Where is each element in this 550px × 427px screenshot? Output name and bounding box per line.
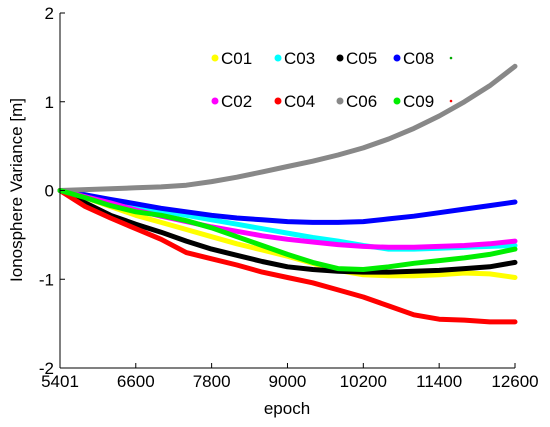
legend-entry-c03: C03	[274, 49, 315, 68]
legend-label: C09	[403, 92, 434, 111]
x-tick-label: 10200	[340, 372, 387, 391]
legend-entry-c01: C01	[211, 49, 252, 68]
legend-label: C05	[346, 49, 377, 68]
series-line-c08	[57, 188, 518, 225]
legend-marker	[274, 54, 282, 62]
y-tick-label: 2	[45, 4, 54, 23]
x-tick-label: 7800	[193, 372, 231, 391]
legend-marker	[211, 97, 219, 105]
legend-label: C03	[284, 49, 315, 68]
x-tick-label: 11400	[416, 372, 462, 391]
y-tick-label: -1	[39, 270, 54, 289]
ticks-layer: -2 -1 0 1 2 5401 6600 7800 9000 10200 11400 12600	[39, 4, 539, 391]
legend-marker	[274, 97, 282, 105]
series-line-c04	[57, 188, 518, 325]
legend-entry-c04: C04	[274, 92, 315, 111]
legend-trailing-marker	[449, 99, 453, 103]
legend-marker	[393, 97, 401, 105]
legend-label: C01	[221, 49, 252, 68]
legend-marker	[393, 54, 401, 62]
y-tick-label: 0	[45, 182, 54, 201]
legend-entry-c02: C02	[211, 92, 252, 111]
plot-area	[60, 13, 515, 368]
y-tick-label: -2	[39, 359, 54, 378]
legend-trailing-marker	[449, 56, 453, 60]
legend-label: C04	[284, 92, 315, 111]
legend-entry-c09: C09	[393, 92, 434, 111]
y-axis-label: Ionosphere Variance [m]	[7, 98, 26, 282]
series-layer	[57, 63, 518, 325]
x-tick-label: 6600	[117, 372, 155, 391]
series-line-c05	[57, 188, 518, 275]
legend: C01 C03 C05 C08 C02 C04 C06 C09	[211, 49, 453, 111]
x-axis-label: epoch	[264, 399, 310, 418]
x-tick-label: 9000	[269, 372, 307, 391]
y-tick-label: 1	[45, 93, 54, 112]
legend-label: C08	[403, 49, 434, 68]
x-tick-label: 5401	[41, 372, 79, 391]
series-line-c09	[57, 188, 518, 272]
series-line-c06	[57, 63, 518, 193]
legend-entry-c08: C08	[393, 49, 434, 68]
legend-entry-c06: C06	[336, 92, 377, 111]
legend-entry-c05: C05	[336, 49, 377, 68]
legend-marker	[336, 54, 344, 62]
legend-marker	[336, 97, 344, 105]
legend-label: C02	[221, 92, 252, 111]
x-tick-label: 12600	[491, 372, 538, 391]
legend-label: C06	[346, 92, 377, 111]
legend-marker	[211, 54, 219, 62]
